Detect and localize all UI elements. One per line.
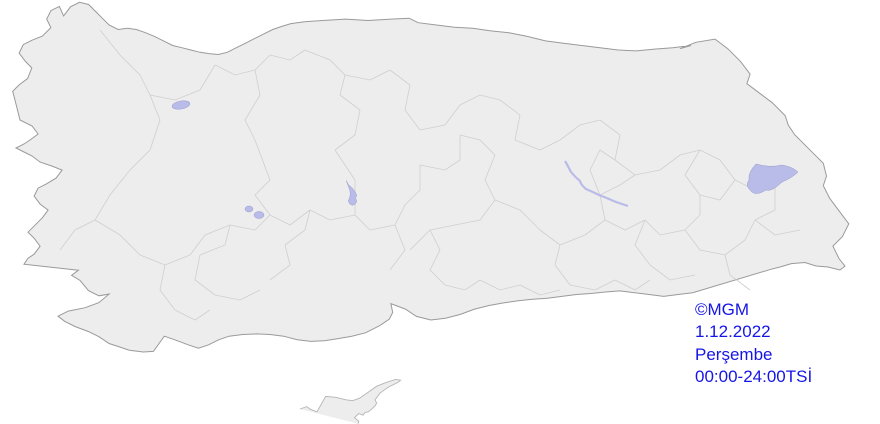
svg-text:Perşembe: Perşembe [695, 345, 772, 364]
svg-text:1.12.2022: 1.12.2022 [695, 322, 771, 341]
svg-text:00:00-24:00TSİ: 00:00-24:00TSİ [695, 367, 812, 386]
svg-text:©MGM: ©MGM [695, 300, 749, 319]
